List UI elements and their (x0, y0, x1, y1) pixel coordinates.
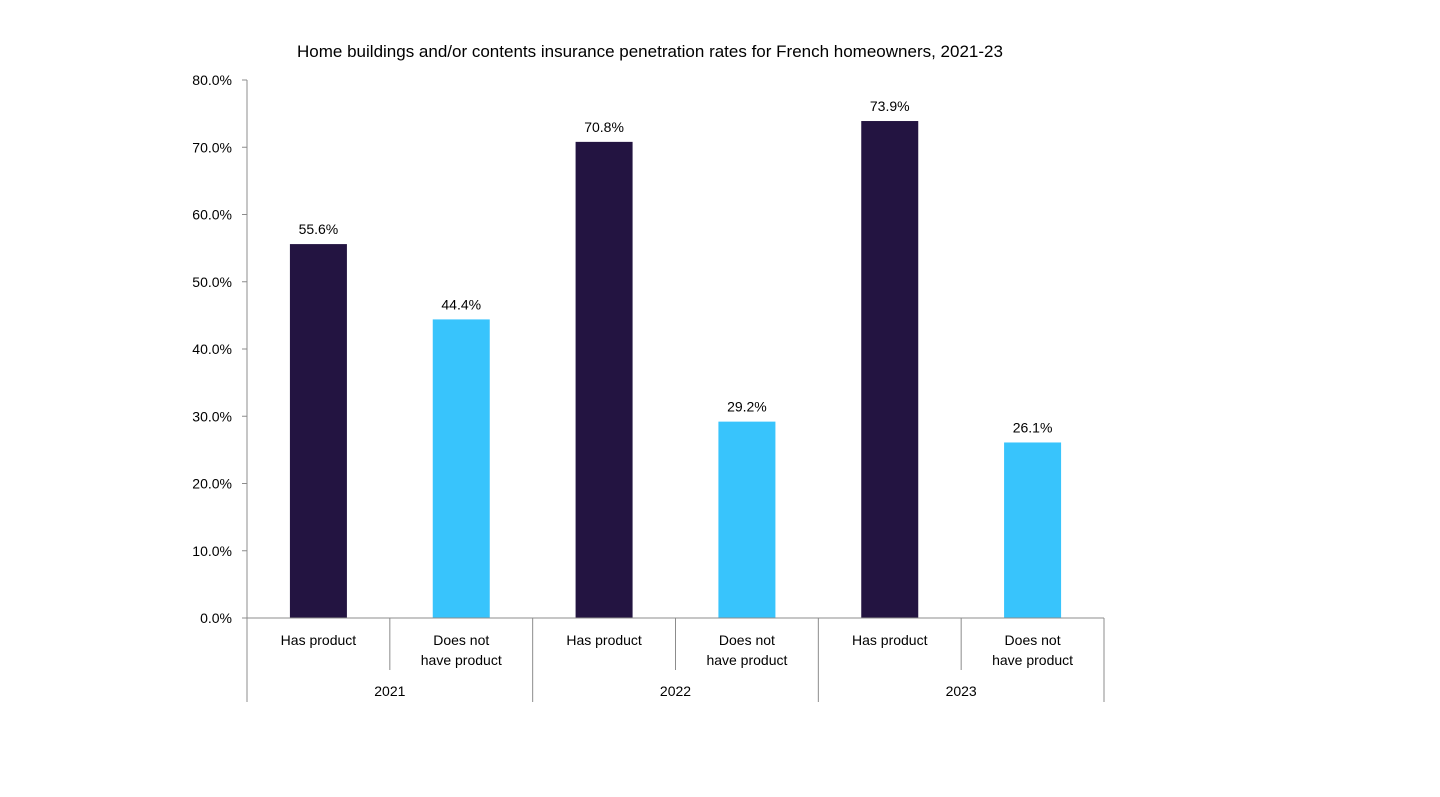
bar (861, 121, 919, 619)
y-tick-label: 0.0% (200, 610, 232, 626)
bar (575, 141, 633, 618)
data-label: 29.2% (727, 399, 767, 415)
data-label: 44.4% (441, 296, 481, 312)
y-tick-label: 80.0% (192, 72, 232, 88)
x-axis: Has product Does not have product 2021 Has p… (246, 617, 1105, 702)
group-label: 2022 (660, 683, 691, 699)
data-label: 73.9% (870, 98, 910, 114)
category-label: Has product (852, 632, 928, 648)
bar (718, 421, 776, 618)
y-tick-label: 70.0% (192, 139, 232, 155)
y-tick-label: 40.0% (192, 341, 232, 357)
y-tick-label: 50.0% (192, 274, 232, 290)
y-tick-label: 60.0% (192, 207, 232, 223)
category-label: Has product (566, 632, 642, 648)
data-label: 70.8% (584, 119, 624, 135)
bar (289, 244, 347, 618)
bar-series: 55.6% 44.4% 70.8% 29.2% 73.9% 26.1% (289, 98, 1062, 619)
y-axis: 0.0% 10.0% 20.0% 30.0% 40.0% 50.0% 60.0% 70.0% 8… (192, 72, 248, 626)
category-label: Has product (281, 632, 357, 648)
y-tick-label: 10.0% (192, 543, 232, 559)
category-label: Does not have product (706, 632, 787, 668)
y-tick-label: 30.0% (192, 408, 232, 424)
group-label: 2023 (946, 683, 977, 699)
y-tick-label: 20.0% (192, 476, 232, 492)
chart-title: Home buildings and/or contents insurance… (297, 42, 1003, 61)
category-label: Does not have product (421, 632, 502, 668)
group-label: 2021 (374, 683, 405, 699)
data-label: 55.6% (299, 221, 339, 237)
data-label: 26.1% (1013, 419, 1053, 435)
bar (432, 319, 490, 618)
category-label: Does not have product (992, 632, 1073, 668)
bar (1004, 442, 1062, 618)
